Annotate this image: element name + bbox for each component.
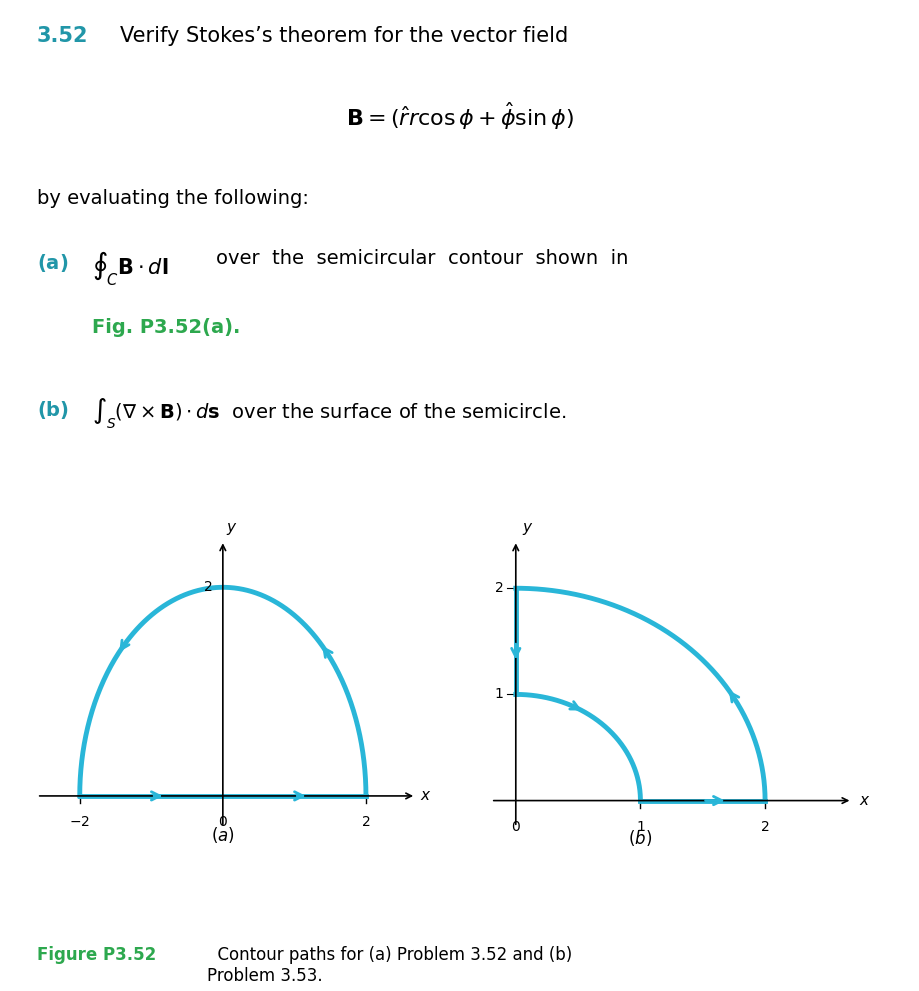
Text: $0$: $0$ xyxy=(218,815,228,828)
Text: $1$: $1$ xyxy=(494,688,503,702)
Text: $y$: $y$ xyxy=(521,521,533,537)
Text: $(b)$: $(b)$ xyxy=(628,828,652,848)
Text: $0$: $0$ xyxy=(510,820,520,833)
Text: $y$: $y$ xyxy=(226,521,238,537)
Text: $x$: $x$ xyxy=(419,789,431,804)
Text: $2$: $2$ xyxy=(361,815,370,828)
Text: $2$: $2$ xyxy=(494,582,503,596)
Text: $\mathbf{(b)}$: $\mathbf{(b)}$ xyxy=(37,399,69,421)
Text: $x$: $x$ xyxy=(857,793,869,808)
Text: $\mathbf{(a)}$: $\mathbf{(a)}$ xyxy=(37,252,68,275)
Text: 3.52: 3.52 xyxy=(37,27,88,47)
Text: Figure P3.52: Figure P3.52 xyxy=(37,945,156,964)
Text: $1$: $1$ xyxy=(635,820,644,833)
Text: $-2$: $-2$ xyxy=(69,815,90,828)
Text: $2$: $2$ xyxy=(202,581,212,595)
Text: Verify Stokes’s theorem for the vector field: Verify Stokes’s theorem for the vector f… xyxy=(119,27,567,47)
Text: Fig. P3.52(a).: Fig. P3.52(a). xyxy=(92,318,240,337)
Text: by evaluating the following:: by evaluating the following: xyxy=(37,189,309,208)
Text: $\mathbf{B} = (\hat{r}r\cos\phi + \hat{\phi}\sin\phi)$: $\mathbf{B} = (\hat{r}r\cos\phi + \hat{\… xyxy=(346,100,573,132)
Text: $\int_S (\nabla \times \mathbf{B}) \cdot d\mathbf{s}$  over the surface of the s: $\int_S (\nabla \times \mathbf{B}) \cdot… xyxy=(92,396,565,431)
Text: $(a)$: $(a)$ xyxy=(210,826,234,845)
Text: Contour paths for (a) Problem 3.52 and (b)
Problem 3.53.: Contour paths for (a) Problem 3.52 and (… xyxy=(207,945,572,985)
Text: $2$: $2$ xyxy=(760,820,769,833)
Text: over  the  semicircular  contour  shown  in: over the semicircular contour shown in xyxy=(216,250,628,269)
Text: $\oint_C \mathbf{B} \cdot d\mathbf{l}$: $\oint_C \mathbf{B} \cdot d\mathbf{l}$ xyxy=(92,250,168,288)
